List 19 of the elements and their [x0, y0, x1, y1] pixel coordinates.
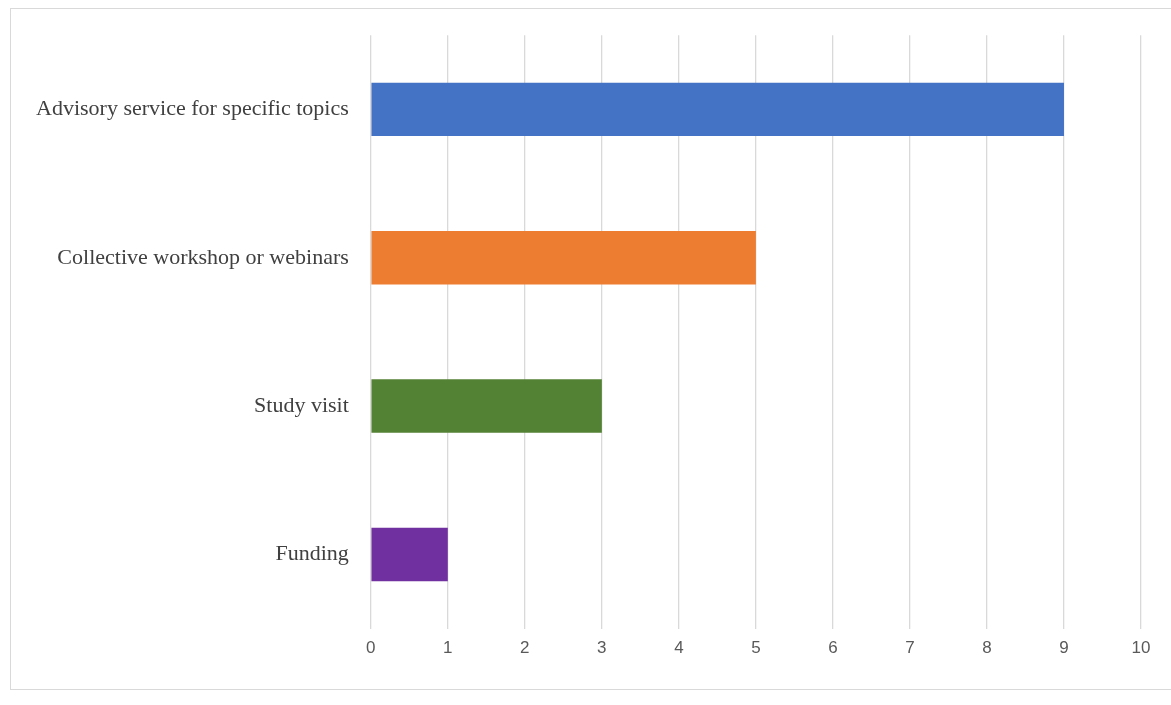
y-tick-label: Study visit: [254, 391, 349, 417]
x-tick-label: 9: [1059, 638, 1069, 658]
x-tick-label: 7: [905, 638, 915, 658]
x-tick-label: 10: [1131, 638, 1151, 658]
x-tick-label: 2: [520, 638, 530, 658]
y-tick-label: Collective workshop or webinars: [57, 243, 349, 269]
x-tick-label: 3: [597, 638, 607, 658]
x-tick-label: 8: [982, 638, 992, 658]
x-tick-label: 6: [828, 638, 838, 658]
x-tick-label: 1: [443, 638, 453, 658]
y-tick-label: Funding: [275, 540, 349, 566]
x-tick-label: 0: [366, 638, 376, 658]
x-tick-label: 5: [751, 638, 761, 658]
bar: [371, 527, 448, 582]
x-tick-label: 4: [674, 638, 684, 658]
bar: [371, 82, 1064, 137]
bar: [371, 231, 756, 285]
y-tick-label: Advisory service for specific topics: [35, 95, 349, 121]
bar: [371, 379, 602, 433]
